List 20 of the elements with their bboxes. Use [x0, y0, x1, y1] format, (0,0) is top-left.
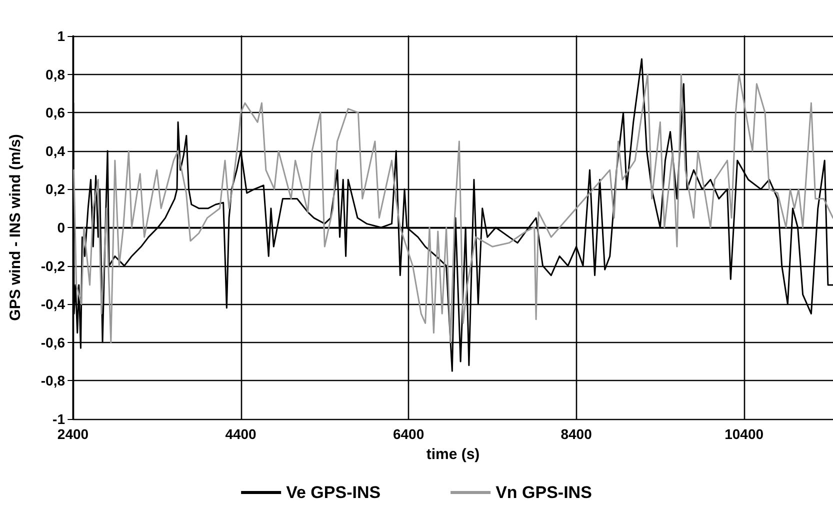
x-tick-label: 6400	[392, 426, 424, 442]
x-tick-label: 4400	[225, 426, 257, 442]
y-tick-label: -1	[52, 411, 66, 427]
legend-label: Vn GPS-INS	[496, 483, 592, 502]
y-tick-label: 1	[57, 28, 66, 44]
y-tick-label: -0,2	[40, 258, 66, 274]
y-tick-label: -0,8	[40, 372, 66, 389]
y-tick-label: -0,4	[40, 296, 66, 312]
y-tick-label: -0,6	[40, 334, 66, 350]
y-tick-label: 0,4	[46, 142, 66, 159]
legend-label: Ve GPS-INS	[286, 483, 381, 502]
x-tick-label: 2400	[57, 426, 89, 442]
y-axis-title: GPS wind - INS wind (m/s)	[7, 134, 24, 321]
x-tick-label: 10400	[724, 426, 764, 442]
x-axis-title: time (s)	[426, 446, 480, 463]
y-tick-label: 0	[57, 220, 66, 236]
x-tick-label: 8400	[560, 426, 592, 442]
y-tick-label: 0,2	[46, 181, 66, 198]
y-tick-label: 0,8	[46, 66, 66, 82]
y-tick-label: 0,6	[46, 104, 66, 121]
